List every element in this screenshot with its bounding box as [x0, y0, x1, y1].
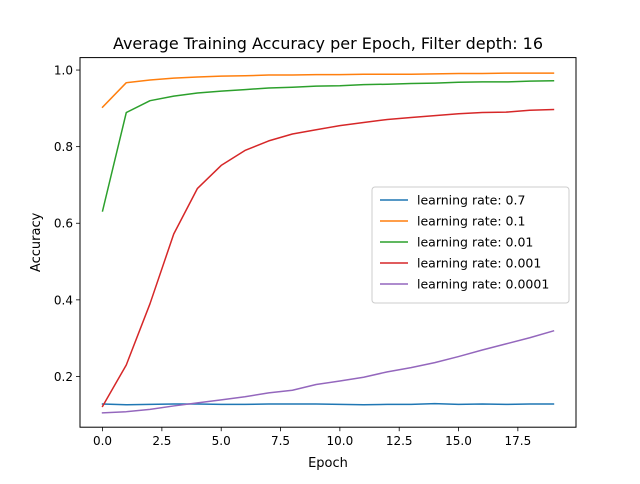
- series-line-1: [101, 72, 555, 109]
- legend: learning rate: 0.7 learning rate: 0.1 lear…: [371, 186, 570, 304]
- x-tick-label: 12.5: [386, 434, 413, 448]
- x-tick-label: 5.0: [212, 434, 231, 448]
- y-tick-label: 0.6: [54, 217, 73, 231]
- legend-label-1: learning rate: 0.1: [417, 214, 525, 229]
- x-tick-label: 2.5: [152, 434, 171, 448]
- x-tick-label: 0.0: [93, 434, 112, 448]
- series-line-3: [101, 108, 555, 408]
- x-tick-label: 15.0: [445, 434, 472, 448]
- legend-label-4: learning rate: 0.0001: [417, 277, 549, 292]
- series-line-0: [101, 402, 555, 406]
- y-tick-label: 1.0: [54, 64, 73, 78]
- legend-label-3: learning rate: 0.001: [417, 256, 541, 271]
- plot-frame: [79, 57, 577, 428]
- y-axis-label: Accuracy: [29, 212, 44, 272]
- legend-label-0: learning rate: 0.7: [417, 193, 525, 208]
- series-line-4: [101, 329, 555, 414]
- x-tick-label: 7.5: [271, 434, 290, 448]
- series-layer: [101, 72, 555, 414]
- x-axis-label: Epoch: [308, 456, 348, 471]
- legend-box: [371, 186, 570, 304]
- chart-title: Average Training Accuracy per Epoch, Fil…: [113, 34, 543, 53]
- y-tick-label: 0.2: [54, 370, 73, 384]
- series-line-2: [101, 80, 555, 212]
- x-tick-label: 10.0: [327, 434, 354, 448]
- axis-ticks: 0.0 2.5 5.0 7.5 10.0 12.5 15.0 17.5 0.2 0.4 0.6 0.8…: [54, 64, 531, 449]
- y-tick-label: 0.8: [54, 140, 73, 154]
- y-tick-label: 0.4: [54, 293, 73, 307]
- x-tick-label: 17.5: [504, 434, 531, 448]
- legend-label-2: learning rate: 0.01: [417, 235, 533, 250]
